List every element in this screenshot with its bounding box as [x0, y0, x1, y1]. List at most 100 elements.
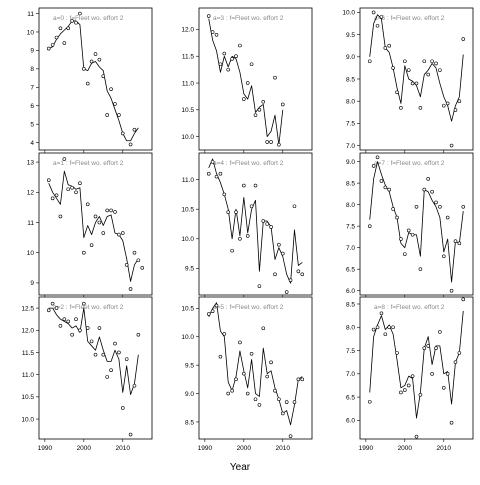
data-point [418, 267, 423, 271]
data-point [117, 113, 121, 117]
data-point [395, 215, 399, 220]
data-point [434, 61, 438, 66]
data-point [399, 106, 403, 110]
panel-3: a=1 : f=Fleet wo. effort 2 9 10 11 12 13 [27, 152, 153, 298]
data-point [395, 90, 399, 95]
data-point [132, 250, 137, 255]
data-point [50, 301, 55, 306]
data-point [410, 81, 415, 86]
data-point [214, 32, 219, 37]
y-tick-label: 10.5 [181, 306, 194, 313]
y-tick-label: 8.5 [346, 180, 355, 187]
data-point [140, 266, 145, 270]
data-point [93, 52, 98, 56]
panel-8: a=8 : f=Fleet wo. effort 2 6.0 6.5 7.0 7.5 8.… [346, 296, 474, 452]
data-point [457, 351, 462, 355]
panel-label: a=7 : f=Fleet wo. effort 2 [374, 160, 445, 167]
data-point [230, 388, 234, 393]
data-point [210, 30, 215, 34]
data-point [461, 204, 466, 209]
x-tick-label: 1990 [38, 445, 53, 452]
data-point [105, 208, 109, 213]
data-point [128, 142, 133, 147]
panel-5: a=7 : f=Fleet wo. effort 2 6.0 6.5 7.0 7.5 8.… [346, 152, 474, 298]
data-point [54, 193, 59, 198]
y-tick-label: 8.0 [346, 98, 355, 105]
y-tick-label: 9 [30, 48, 34, 55]
data-point [132, 383, 137, 388]
data-point [430, 189, 434, 194]
data-point [406, 383, 411, 388]
data-point [426, 72, 430, 77]
data-point [453, 360, 458, 364]
y-tick-label: 7.5 [346, 121, 355, 128]
y-tick-label: 10.0 [342, 10, 355, 17]
data-point [387, 43, 392, 48]
data-point [66, 319, 71, 324]
y-tick-label: 11 [27, 11, 34, 18]
panel-label: a=3 : f=Fleet wo. effort 2 [213, 15, 284, 22]
data-point [206, 171, 211, 176]
data-point [257, 403, 262, 407]
data-point [120, 231, 125, 235]
fitted-line [48, 307, 139, 396]
y-tick-label: 9.0 [346, 54, 355, 61]
data-point [426, 177, 430, 181]
data-point [253, 397, 258, 402]
x-tick-label: 1990 [198, 445, 213, 452]
y-tick-label: 4 [30, 140, 34, 147]
data-point [292, 400, 297, 404]
data-point [414, 434, 419, 439]
data-point [430, 372, 434, 376]
data-point [238, 43, 242, 48]
panel-frame [38, 152, 153, 296]
y-tick-label: 6 [30, 103, 34, 110]
data-point [296, 377, 301, 382]
data-point [418, 106, 423, 110]
data-point [261, 219, 266, 223]
data-point [74, 190, 78, 195]
y-tick-label: 6.5 [346, 394, 355, 401]
data-point [414, 204, 419, 209]
data-point [82, 250, 86, 255]
y-tick-label: 8 [30, 66, 34, 73]
data-point [383, 185, 388, 190]
data-point [249, 351, 254, 356]
data-point [422, 59, 427, 64]
data-point [300, 377, 305, 382]
panel-4: a=4 : f=Fleet wo. effort 2 9.5 10.0 10.5 11.… [181, 152, 313, 298]
data-point [280, 411, 285, 416]
data-point [222, 192, 227, 197]
data-point [58, 214, 63, 219]
y-tick-label: 9 [30, 280, 34, 287]
y-tick-label: 10.5 [181, 107, 194, 114]
data-point [93, 352, 98, 357]
data-point [82, 67, 86, 71]
data-point [257, 284, 262, 288]
data-point [222, 51, 227, 56]
data-point [387, 325, 392, 330]
data-point [457, 241, 462, 246]
data-point [273, 388, 277, 393]
data-point [105, 113, 109, 117]
data-point [269, 140, 273, 144]
data-point [449, 288, 454, 293]
data-point [288, 434, 293, 438]
data-point [391, 325, 395, 330]
y-tick-label: 5 [30, 121, 34, 128]
data-point [70, 19, 74, 23]
panel-frame [198, 7, 313, 151]
panel-label: a=5 : f=Fleet wo. effort 2 [213, 304, 284, 311]
data-point [124, 357, 129, 361]
data-point [242, 183, 246, 188]
data-point [441, 254, 446, 259]
data-point [58, 26, 63, 31]
data-point [438, 204, 442, 209]
x-tick-label: 2010 [276, 445, 291, 452]
data-point [70, 185, 74, 190]
data-point [50, 43, 55, 47]
data-point [418, 392, 423, 397]
data-point [109, 87, 113, 91]
data-point [46, 46, 51, 51]
x-tick-label: 2010 [116, 445, 131, 452]
